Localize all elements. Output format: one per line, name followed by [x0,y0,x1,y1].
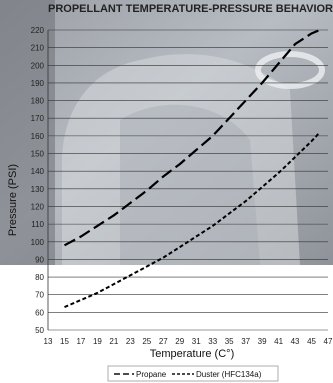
x-axis-label: Temperature (C°) [150,348,234,360]
y-tick-label: 80 [35,273,44,282]
y-tick-label: 200 [31,61,45,70]
y-tick-label: 210 [31,44,45,53]
y-axis-label: Pressure (PSI) [7,164,19,236]
x-tick-label: 37 [241,337,250,346]
series-lines [63,28,321,309]
x-tick-label: 27 [159,337,168,346]
y-tick-label: 50 [35,326,44,335]
x-tick-label: 21 [109,337,118,346]
x-tick-label: 39 [258,337,267,346]
y-tick-label: 190 [31,79,45,88]
series-line-propane [63,28,321,247]
y-tick-label: 180 [31,97,45,106]
x-tick-label: 29 [175,337,184,346]
x-tick-label: 19 [93,337,102,346]
y-tick-label: 70 [35,291,44,300]
y-tick-labels: 50 60 70 80 90 100 110 120 130 140 150 160 170 180 190… [31,26,45,335]
y-tick-label: 130 [31,185,45,194]
x-tick-label: 33 [208,337,217,346]
x-tick-label: 31 [192,337,201,346]
y-tick-label: 160 [31,132,45,141]
legend-label-propane: Propane [136,370,167,379]
y-tick-label: 60 [35,308,44,317]
grid [47,29,328,331]
x-tick-label: 17 [76,337,85,346]
y-tick-label: 170 [31,114,45,123]
x-tick-label: 47 [324,337,333,346]
series-line-duster [64,131,321,309]
y-tick-label: 150 [31,150,45,159]
x-tick-label: 25 [142,337,151,346]
x-tick-labels: 13 15 17 19 21 23 25 27 29 31 33 35 37 39 41 43 45 47 [44,337,333,346]
x-tick-label: 41 [274,337,283,346]
y-tick-label: 110 [31,220,44,229]
legend-label-duster: Duster (HFC134a) [196,370,262,379]
x-tick-label: 15 [60,337,69,346]
y-tick-label: 90 [35,255,44,264]
y-tick-label: 140 [31,167,45,176]
chart-title: PROPELLANT TEMPERATURE-PRESSURE BEHAVIOR [48,3,333,15]
legend: Propane Duster (HFC134a) [107,365,279,382]
y-tick-label: 100 [31,238,45,247]
y-tick-label: 120 [31,202,45,211]
x-tick-label: 35 [225,337,234,346]
background-photo [0,0,333,266]
x-tick-label: 43 [291,337,300,346]
x-tick-label: 23 [126,337,135,346]
x-tick-label: 45 [307,337,316,346]
x-tick-label: 13 [44,337,53,346]
y-tick-label: 220 [31,26,45,35]
